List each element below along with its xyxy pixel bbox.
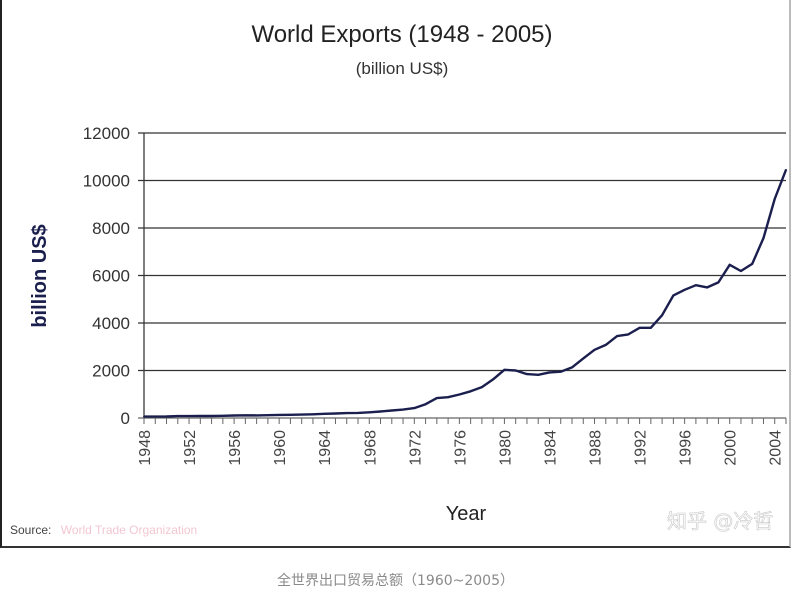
data-point	[469, 390, 472, 393]
data-point	[695, 284, 697, 287]
y-axis-label: billion US$	[29, 224, 51, 327]
chart-subtitle: (billion US$)	[356, 59, 449, 78]
source-label: Source:	[10, 523, 51, 537]
data-point	[728, 263, 731, 266]
x-tick-label: 1980	[497, 430, 514, 466]
data-point	[672, 294, 675, 297]
x-tick-label: 1956	[227, 430, 244, 466]
data-point	[176, 415, 179, 417]
data-point	[165, 415, 168, 418]
chart-svg: World Exports (1948 - 2005) (billion US$…	[10, 21, 788, 537]
data-point	[390, 409, 393, 412]
data-point	[481, 386, 483, 388]
x-tick-label: 1984	[542, 430, 559, 466]
data-point	[300, 413, 303, 416]
data-point	[210, 415, 213, 417]
data-point	[638, 326, 641, 329]
x-tick-label: 1968	[362, 430, 379, 466]
data-point	[627, 333, 630, 336]
data-point	[413, 407, 416, 409]
y-tick-label: 6000	[92, 267, 130, 286]
chart-figure: World Exports (1948 - 2005) (billion US$…	[0, 0, 791, 548]
data-point	[526, 373, 528, 375]
data-point	[503, 368, 506, 371]
data-point	[717, 281, 720, 284]
data-point	[221, 414, 224, 417]
data-point	[278, 414, 281, 416]
x-tick-label: 1948	[137, 430, 154, 466]
data-point	[514, 369, 517, 372]
data-point	[604, 344, 607, 346]
x-tick-label: 1988	[588, 430, 605, 466]
data-point	[537, 373, 540, 376]
x-tick-label: 2000	[723, 430, 740, 466]
x-tick-label: 2004	[768, 430, 785, 466]
series-line-0	[144, 169, 788, 418]
data-point	[661, 314, 663, 317]
data-point	[323, 412, 326, 415]
data-point	[740, 270, 742, 272]
data-point	[345, 412, 348, 414]
x-tick-label: 1960	[272, 430, 289, 466]
data-point	[379, 410, 382, 413]
data-point	[559, 370, 562, 373]
x-tick-label: 1972	[407, 430, 424, 466]
data-point	[616, 335, 618, 337]
data-point	[357, 412, 359, 414]
data-point	[571, 366, 573, 369]
data-point	[762, 237, 765, 239]
data-point	[143, 415, 145, 418]
data-point	[255, 414, 258, 417]
data-point	[402, 408, 404, 411]
y-tick-label: 8000	[92, 219, 130, 238]
data-point	[244, 414, 247, 417]
x-tick-label: 1976	[452, 430, 469, 466]
data-point	[233, 414, 236, 417]
data-point	[773, 198, 776, 200]
data-point	[334, 412, 337, 415]
data-point	[751, 263, 754, 265]
watermark-text: 知乎 @冷哲	[667, 509, 773, 533]
x-axis-label: Year	[446, 503, 487, 525]
x-tick-labels: 1948 1952 1956 1960 1964 1968 1972 1976 1980 1984…	[137, 430, 785, 466]
data-point	[368, 411, 371, 414]
y-tick-label: 0	[121, 409, 130, 428]
data-point	[582, 357, 585, 360]
data-point	[649, 326, 652, 329]
data-point	[706, 286, 709, 289]
y-tick-label: 10000	[83, 172, 130, 191]
data-point	[593, 348, 596, 351]
data-point	[548, 371, 551, 374]
data-point	[435, 397, 438, 399]
gridlines	[138, 132, 787, 424]
x-tick-label: 1964	[317, 430, 334, 466]
series-line-layer	[143, 168, 788, 418]
data-point	[199, 415, 202, 417]
data-point	[683, 288, 686, 291]
chart-title: World Exports (1948 - 2005)	[251, 21, 552, 48]
x-tick-label: 1952	[182, 430, 199, 466]
data-point	[492, 378, 495, 381]
y-tick-labels: 0 2000 4000 6000 8000 10000 12000	[83, 124, 130, 428]
data-point	[188, 415, 191, 417]
source-note: Source: World Trade Organization	[10, 523, 197, 537]
y-tick-label: 12000	[83, 124, 130, 143]
data-point	[289, 413, 292, 416]
source-org: World Trade Organization	[61, 523, 198, 537]
data-point	[785, 168, 787, 171]
figure-caption: 全世界出口贸易总额（1960~2005）	[277, 573, 514, 589]
data-point	[267, 414, 269, 417]
y-tick-label: 2000	[92, 362, 130, 381]
data-point	[424, 403, 427, 406]
data-point	[458, 393, 461, 396]
data-point	[447, 396, 449, 399]
data-point	[312, 413, 314, 416]
data-point	[154, 415, 157, 418]
x-tick-label: 1992	[633, 430, 650, 466]
y-tick-label: 4000	[92, 314, 130, 333]
x-tick-label: 1996	[678, 430, 695, 466]
